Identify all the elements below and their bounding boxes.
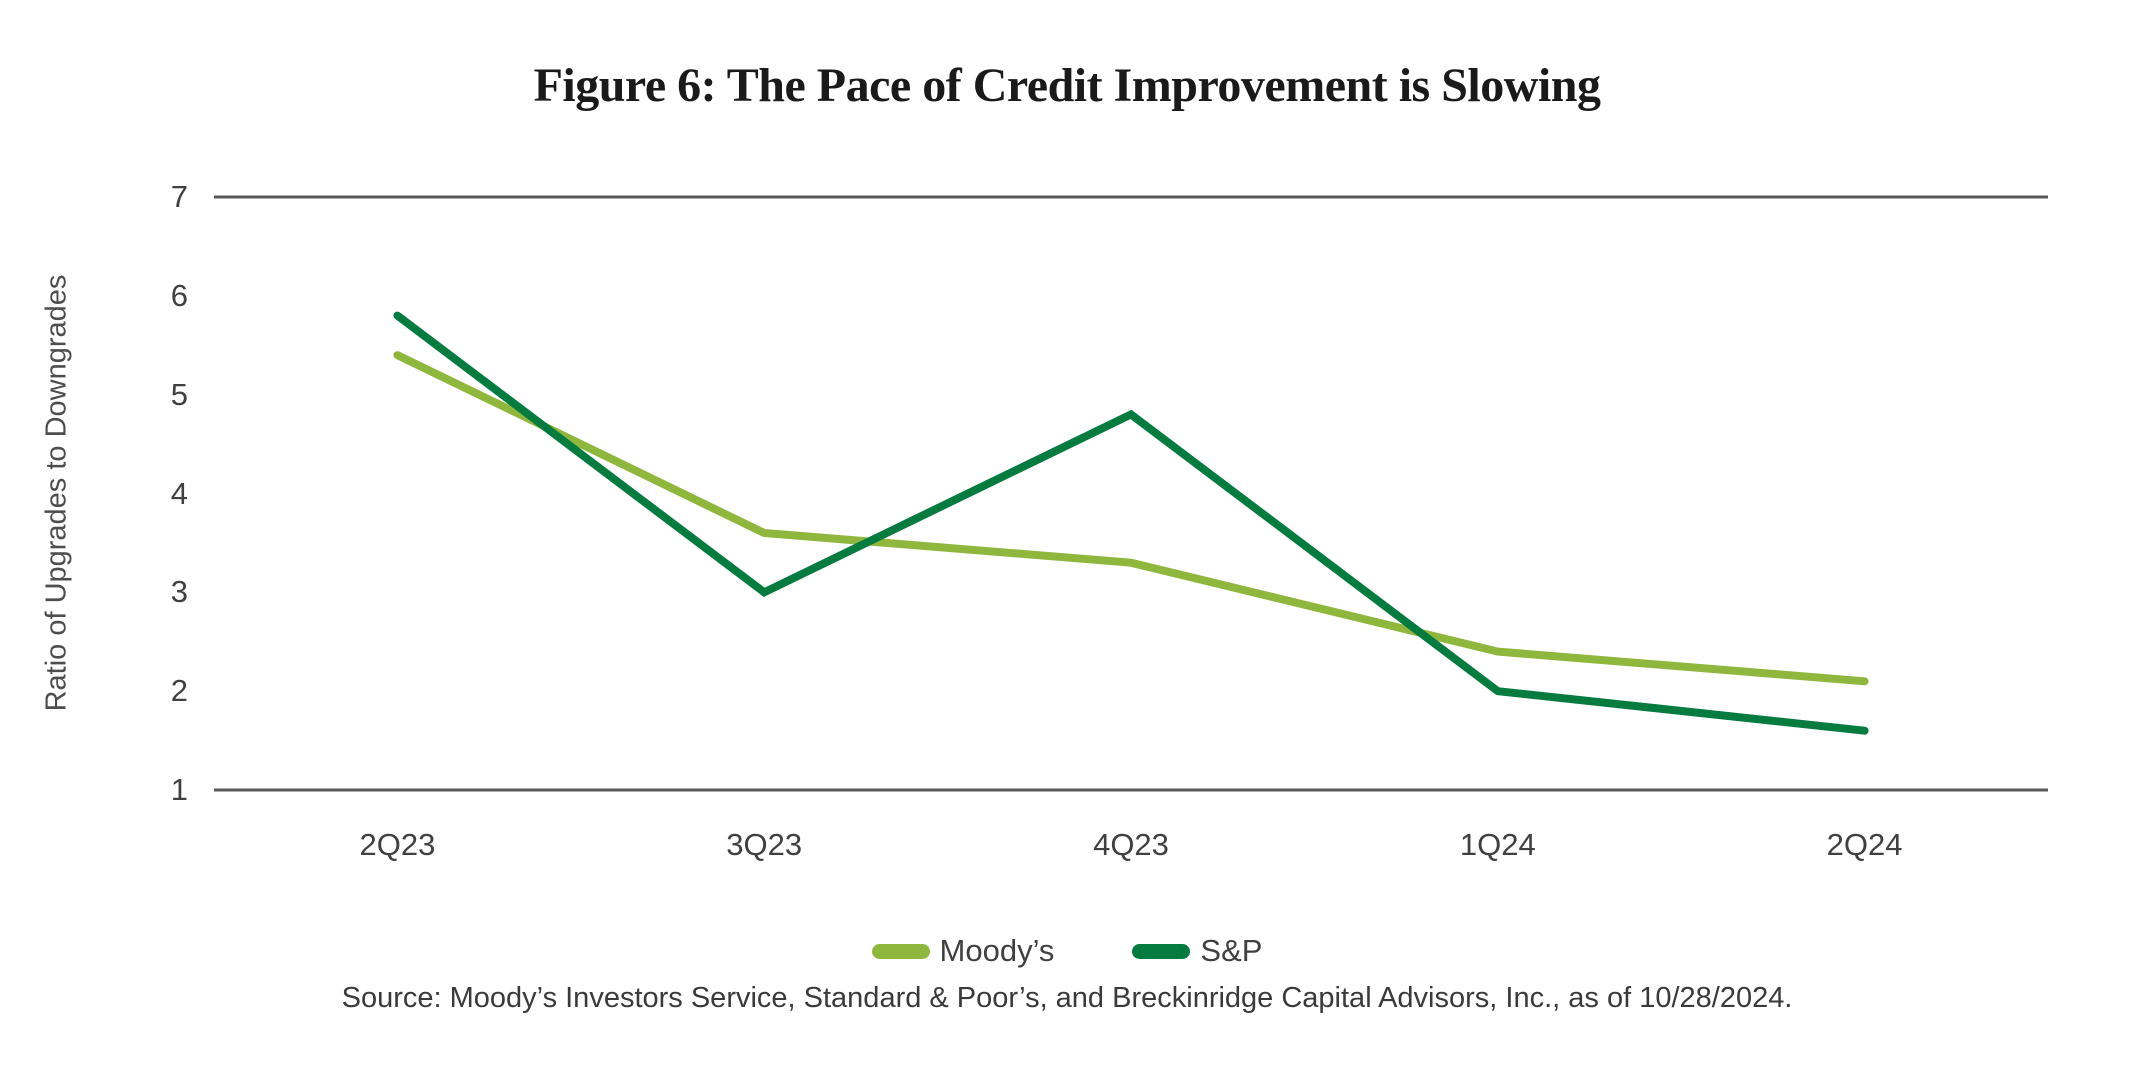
y-tick-label: 4 [170, 475, 188, 511]
y-tick-label: 3 [170, 574, 188, 610]
y-tick-label: 6 [170, 277, 188, 313]
x-tick-label: 2Q24 [1826, 827, 1903, 862]
source-note: Source: Moody’s Investors Service, Stand… [341, 982, 1793, 1014]
y-tick-label: 2 [170, 673, 188, 709]
y-tick-label: 5 [170, 376, 188, 412]
y-tick-label: 1 [170, 772, 188, 807]
legend-label-moodys: Moody’s [939, 933, 1055, 968]
x-tick-label: 2Q23 [359, 827, 436, 862]
y-tick-label: 7 [170, 179, 188, 214]
moodys-line-swatch [871, 943, 930, 959]
series-line-sp [393, 311, 1869, 735]
legend-label-sp: S&P [1200, 933, 1263, 968]
x-tick-label: 3Q23 [726, 827, 803, 862]
y-axis-ticks: 1 2 3 4 5 6 7 [128, 0, 188, 1067]
legend-item-moodys: Moody’s [871, 933, 1055, 969]
x-tick-label: 4Q23 [1093, 827, 1169, 862]
legend: Moody’s S&P [0, 933, 2134, 969]
x-tick-label: 1Q24 [1459, 827, 1536, 862]
sp-line-swatch [1132, 943, 1191, 959]
chart-title: Figure 6: The Pace of Credit Improvement… [533, 59, 1601, 112]
series-line-moodys [393, 351, 1869, 686]
legend-item-sp: S&P [1132, 933, 1262, 969]
